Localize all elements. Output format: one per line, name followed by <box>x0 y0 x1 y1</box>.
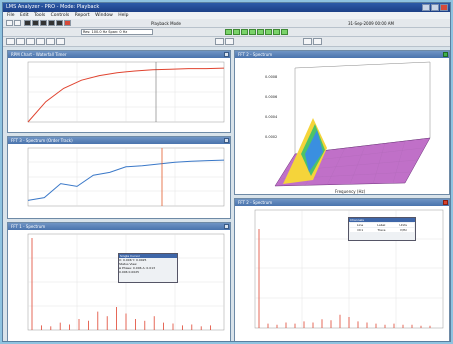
rewind-icon[interactable] <box>24 20 31 26</box>
layout-2-icon[interactable] <box>225 38 234 45</box>
panel-order-track: FFT 3 - Spectrum (Order Track) <box>7 136 231 219</box>
menu-report[interactable]: Report <box>74 13 90 18</box>
window-title: LMS Analyzer - PRO - Mode: Playback <box>6 4 100 10</box>
panel-title: FFT 2 - Spectrum <box>235 51 449 58</box>
menu-bar: File Edit Tools Controls Report Window H… <box>3 12 450 19</box>
new-file-icon[interactable] <box>6 20 13 26</box>
grid-icon[interactable] <box>26 38 35 45</box>
svg-text:0.0004: 0.0004 <box>265 115 278 119</box>
order-plot <box>27 147 225 207</box>
legend-cell: Trace <box>377 228 386 232</box>
menu-edit[interactable]: Edit <box>19 13 29 18</box>
spectrum-right-bars <box>258 229 431 328</box>
help-icon[interactable] <box>313 38 322 45</box>
menu-window[interactable]: Window <box>95 13 113 18</box>
channel-5-toggle[interactable] <box>257 29 264 35</box>
channel-8-toggle[interactable] <box>281 29 288 35</box>
channel-6-toggle[interactable] <box>265 29 272 35</box>
menu-file[interactable]: File <box>7 13 15 18</box>
open-file-icon[interactable] <box>14 20 21 26</box>
legend-cell: V/Hz <box>399 228 407 232</box>
menu-controls[interactable]: Controls <box>50 13 70 18</box>
window-maximize-icon[interactable] <box>431 4 439 11</box>
panel-title: FFT 2 - Spectrum <box>235 199 449 206</box>
rpm-series-line <box>27 67 225 123</box>
panel-spectrum-left: FFT 1 - Spectrum Single Cursor X: 0.006 … <box>7 222 231 341</box>
cursor-icon[interactable] <box>16 38 25 45</box>
spectrum-left-bars <box>31 238 212 330</box>
window-minimize-icon[interactable] <box>422 4 430 11</box>
legend-cell: Label <box>377 223 386 227</box>
add-panel-icon[interactable] <box>443 52 448 57</box>
close-panel-icon[interactable] <box>224 224 229 229</box>
legend-popup-title: Channels <box>349 218 415 222</box>
legend-cell: Units <box>399 223 407 227</box>
panel-rpm-chart: RPM Chart - Waterfall Timer <box>7 50 231 133</box>
toolbar-tools <box>3 37 450 47</box>
waterfall-xlabel: Frequency (Hz) <box>335 189 366 194</box>
panel-waterfall: FFT 2 - Spectrum Frequency (Hz) 0.0008 0.… <box>234 50 450 195</box>
order-series-line <box>27 159 225 201</box>
channel-2-toggle[interactable] <box>233 29 240 35</box>
report-icon[interactable] <box>303 38 312 45</box>
legend-cell: Line <box>356 223 364 227</box>
channel-3-toggle[interactable] <box>241 29 248 35</box>
toolbar-params: Res: 100.0 Hz Span: 0 Hz <box>3 28 450 37</box>
cursor-popup-line1: X: 0.006 Y: 0.0025 <box>119 258 147 262</box>
print-icon[interactable] <box>36 38 45 45</box>
frequency-field[interactable]: Res: 100.0 Hz Span: 0 Hz <box>81 29 153 35</box>
settings-icon[interactable] <box>56 38 65 45</box>
end-icon[interactable] <box>56 20 63 26</box>
channel-4-toggle[interactable] <box>249 29 256 35</box>
date-readout: 31-Sep-2009 00:00 AM <box>348 21 394 26</box>
cursor-popup[interactable]: Single Cursor X: 0.006 Y: 0.0025 Status … <box>118 253 178 283</box>
cursor-popup-line3: Δ Phase: 0.006 A: 0.013 <box>119 266 156 270</box>
stop-icon[interactable] <box>32 20 39 26</box>
cursor-popup-line2: Status View <box>119 262 137 266</box>
cursor-popup-line4: 0.006 0.0025 <box>119 270 140 274</box>
panel-title: RPM Chart - Waterfall Timer <box>8 51 230 58</box>
window-titlebar: LMS Analyzer - PRO - Mode: Playback <box>3 3 450 12</box>
spectrum-right-plot <box>254 209 444 329</box>
close-panel-icon[interactable] <box>224 52 229 57</box>
svg-text:0.0006: 0.0006 <box>265 95 277 99</box>
menu-tools[interactable]: Tools <box>34 13 46 18</box>
svg-text:0.0002: 0.0002 <box>265 135 277 139</box>
playback-mode-label: Playback Mode <box>151 21 182 26</box>
export-icon[interactable] <box>46 38 55 45</box>
menu-help[interactable]: Help <box>118 13 129 18</box>
waterfall-plot: Frequency (Hz) 0.0008 0.0006 0.0004 0.0002 <box>265 61 431 194</box>
rpm-plot <box>27 61 225 123</box>
panel-title: FFT 3 - Spectrum (Order Track) <box>8 137 230 144</box>
close-panel-icon[interactable] <box>224 138 229 143</box>
close-panel-icon[interactable] <box>443 200 448 205</box>
cursor-popup-title: Single Cursor <box>119 254 177 258</box>
channel-7-toggle[interactable] <box>273 29 280 35</box>
app-window: LMS Analyzer - PRO - Mode: Playback File… <box>2 2 451 342</box>
window-close-icon[interactable] <box>440 4 448 11</box>
channel-1-toggle[interactable] <box>225 29 232 35</box>
spectrum-left-plot <box>27 233 225 331</box>
layout-1-icon[interactable] <box>215 38 224 45</box>
toolbar-transport: Playback Mode 31-Sep-2009 00:00 AM <box>3 19 450 28</box>
svg-text:0.0008: 0.0008 <box>265 75 277 79</box>
panel-spectrum-right: FFT 2 - Spectrum Channels Line Label Uni… <box>234 198 450 341</box>
forward-icon[interactable] <box>48 20 55 26</box>
zoom-icon[interactable] <box>6 38 15 45</box>
legend-cell: Ch1 <box>357 228 364 232</box>
panel-title: FFT 1 - Spectrum <box>8 223 230 230</box>
play-icon[interactable] <box>40 20 47 26</box>
record-icon[interactable] <box>64 20 71 26</box>
legend-popup[interactable]: Channels Line Label Units Ch1 Trace V/Hz <box>348 217 416 241</box>
